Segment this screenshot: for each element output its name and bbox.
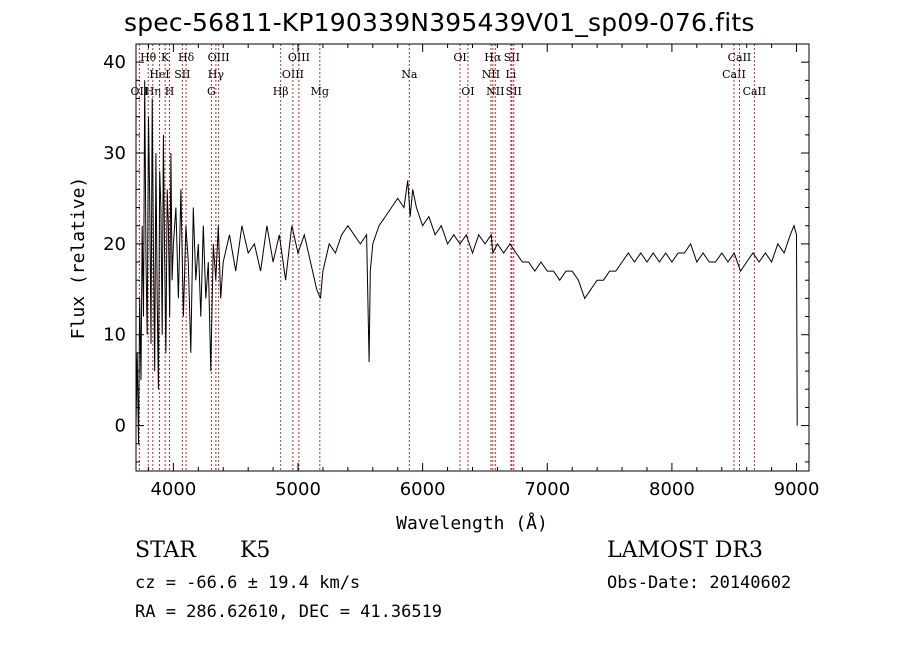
line-label: Hβ — [273, 85, 289, 98]
object-subclass: K5 — [240, 538, 271, 563]
line-label: G — [207, 85, 216, 98]
line-label: SII — [506, 85, 522, 98]
line-label: CaII — [743, 85, 767, 98]
line-label: Mg — [311, 85, 329, 98]
chart-title: spec-56811-KP190339N395439V01_sp09-076.f… — [124, 8, 755, 37]
line-label: OI — [461, 85, 474, 98]
x-tick-label: 6000 — [400, 479, 446, 500]
survey-name: LAMOST DR3 — [607, 538, 763, 563]
x-tick-label: 9000 — [774, 479, 820, 500]
x-tick-label: 4000 — [150, 479, 196, 500]
y-tick-label: 0 — [115, 416, 126, 437]
line-label: OI — [453, 51, 466, 64]
x-tick-label: 7000 — [524, 479, 570, 500]
line-label: SII — [504, 51, 520, 64]
line-label: CaII — [722, 68, 746, 81]
y-tick-label: 40 — [103, 52, 126, 73]
y-tick-label: 20 — [103, 234, 126, 255]
line-label: NII — [486, 85, 504, 98]
line-label: H — [165, 85, 175, 98]
spectrum-line — [135, 80, 798, 444]
line-label: Na — [401, 68, 418, 81]
line-label: OIII — [208, 51, 230, 64]
x-axis-ticks: 4000 5000 6000 7000 8000 9000 — [147, 44, 820, 500]
object-class: STAR — [135, 538, 196, 563]
y-tick-label: 30 — [103, 143, 126, 164]
x-tick-label: 8000 — [649, 479, 695, 500]
y-axis-ticks: 0 10 20 30 40 — [103, 43, 809, 463]
y-axis-label: Flux (relative) — [68, 177, 89, 340]
line-label: CaII — [728, 51, 752, 64]
ra-dec-coordinates: RA = 286.62610, DEC = 41.36519 — [135, 602, 443, 622]
x-tick-label: 5000 — [275, 479, 321, 500]
line-label: HeI — [149, 68, 169, 81]
line-label: OIII — [288, 51, 310, 64]
spectrum-layer — [135, 80, 798, 444]
line-label: OIII — [282, 68, 304, 81]
line-label: NII — [482, 68, 500, 81]
line-label: Hγ — [208, 68, 225, 81]
line-label: Li — [505, 68, 516, 81]
line-label: SII — [174, 68, 190, 81]
redshift-velocity: cz = -66.6 ± 19.4 km/s — [135, 573, 361, 593]
line-label: OII — [131, 85, 149, 98]
emission-line-markers: OIIHθHηHeIKHSIIHδGHγOIIIHβOIIIOIIIMgNaOI… — [131, 44, 767, 471]
plot-frame — [135, 43, 810, 472]
y-tick-label: 10 — [103, 325, 126, 346]
line-label: Hδ — [178, 51, 195, 64]
line-label: Hη — [145, 85, 161, 98]
line-label: Hα — [484, 51, 502, 64]
observation-date: Obs-Date: 20140602 — [607, 573, 792, 593]
line-label: K — [161, 51, 170, 64]
x-axis-label: Wavelength (Å) — [396, 512, 548, 534]
